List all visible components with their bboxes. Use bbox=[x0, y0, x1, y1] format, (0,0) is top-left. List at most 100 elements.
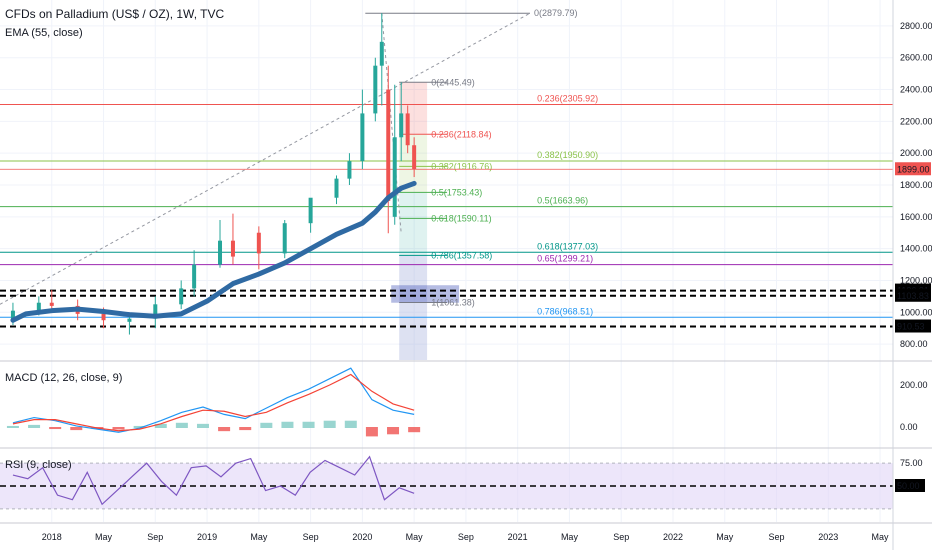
candle-body bbox=[36, 302, 41, 311]
x-tick-label: May bbox=[561, 532, 579, 542]
macd-histogram-bar bbox=[28, 424, 41, 428]
candle-body bbox=[179, 288, 184, 305]
x-tick-label: May bbox=[250, 532, 268, 542]
ema-line bbox=[10, 180, 417, 323]
y-tick-label: 2800.00 bbox=[900, 21, 932, 31]
candle-body bbox=[230, 240, 235, 257]
level-badge bbox=[895, 319, 931, 333]
macd-histogram-bar bbox=[302, 421, 315, 428]
macd-histogram-bar bbox=[70, 427, 83, 431]
retracement-zone bbox=[399, 192, 428, 256]
y-tick-label: 2600.00 bbox=[900, 53, 932, 63]
macd-histogram-bar bbox=[112, 427, 125, 430]
indicator-label: EMA (55, close) bbox=[5, 27, 83, 39]
x-tick-label: 2021 bbox=[508, 532, 528, 542]
macd-histogram-bar bbox=[387, 427, 400, 435]
x-tick-label: May bbox=[716, 532, 734, 542]
retracement-zone bbox=[399, 82, 428, 135]
y-tick-label: 2400.00 bbox=[900, 85, 932, 95]
retracement-zone bbox=[399, 255, 428, 360]
drawings: 0.236(2305.92) 0.382(1950.90) 0.5(1663.96)… bbox=[0, 8, 893, 360]
last-price-label: 1899.00 bbox=[897, 164, 930, 174]
x-tick-label: Sep bbox=[769, 532, 785, 542]
fib-label: 0.65(1299.21) bbox=[537, 254, 593, 264]
level-badge bbox=[895, 288, 931, 302]
rsi-mid-badge bbox=[895, 479, 925, 492]
last-price-badge bbox=[895, 162, 931, 176]
signal-line bbox=[12, 373, 415, 432]
candle-body bbox=[347, 161, 352, 179]
macd-histogram-bar bbox=[133, 425, 146, 428]
grid bbox=[0, 0, 893, 522]
candle-body bbox=[412, 145, 417, 170]
macd-histogram-bar bbox=[6, 425, 19, 428]
x-tick-label: 2022 bbox=[663, 532, 683, 542]
macd-histogram-bar bbox=[344, 420, 357, 428]
fib-label: 0.382(1950.90) bbox=[537, 150, 598, 160]
y-tick-label: 1800.00 bbox=[900, 180, 932, 190]
rsi-title: RSI (9, close) bbox=[5, 459, 72, 471]
fib-label: 0.786(968.51) bbox=[537, 306, 593, 316]
macd-tick: 0.00 bbox=[900, 422, 918, 432]
y-tick-label: 1400.00 bbox=[900, 244, 932, 254]
candle-body bbox=[386, 89, 391, 201]
candles bbox=[10, 13, 417, 335]
x-tick-label: May bbox=[95, 532, 113, 542]
macd-histogram-bar bbox=[239, 427, 252, 431]
candle-body bbox=[10, 310, 15, 321]
rsi-tick: 75.00 bbox=[900, 458, 923, 468]
rsi-pane bbox=[12, 455, 415, 506]
y-tick-label: 800.00 bbox=[900, 339, 928, 349]
y-tick-label: 2000.00 bbox=[900, 148, 932, 158]
macd-histogram-bar bbox=[154, 423, 167, 428]
candle-body bbox=[282, 223, 287, 254]
level-label: 1103.83 bbox=[897, 291, 929, 301]
candle-body bbox=[101, 313, 106, 321]
chart-title: CFDs on Palladium (US$ / OZ), 1W, TVC bbox=[5, 7, 224, 21]
x-tick-label: May bbox=[406, 532, 424, 542]
level-label: 910.53 bbox=[897, 322, 925, 332]
x-tick-label: Sep bbox=[147, 532, 163, 542]
fib-label: 0.236(2305.92) bbox=[537, 94, 598, 104]
rsi-line bbox=[12, 455, 415, 506]
retracement-label: 0.5(1753.43) bbox=[431, 187, 482, 197]
candle-body bbox=[308, 197, 313, 224]
macd-histogram-bar bbox=[218, 427, 231, 432]
macd-pane bbox=[6, 367, 421, 437]
candle-body bbox=[405, 113, 410, 146]
retracement-label: 0.786(1357.58) bbox=[431, 250, 492, 260]
candle-body bbox=[334, 178, 339, 198]
trend-line bbox=[0, 12, 531, 305]
x-tick-label: Sep bbox=[613, 532, 629, 542]
macd-histogram-bar bbox=[49, 427, 62, 430]
y-tick-label: 1000.00 bbox=[900, 307, 932, 317]
x-tick-label: Sep bbox=[303, 532, 319, 542]
retracement-label: 0.236(2118.84) bbox=[431, 129, 491, 139]
y-tick-label: 1200.00 bbox=[900, 275, 932, 285]
fib-label: 0.5(1663.96) bbox=[537, 196, 588, 206]
candle-body bbox=[218, 240, 223, 265]
retracement-label: 0(2445.49) bbox=[431, 77, 475, 87]
candle-body bbox=[399, 113, 404, 138]
candle-body bbox=[192, 264, 197, 289]
retracement-label: 1(1061.38) bbox=[431, 298, 475, 308]
fib-label: 0.618(1377.03) bbox=[537, 241, 598, 251]
macd-histogram-bar bbox=[408, 427, 421, 433]
rsi-mid-label: 50.00 bbox=[897, 481, 920, 491]
candle-body bbox=[392, 137, 397, 217]
x-tick-label: May bbox=[872, 532, 890, 542]
fib-top-label: 0(2879.79) bbox=[534, 8, 578, 18]
y-tick-label: 2200.00 bbox=[900, 116, 932, 126]
candle-body bbox=[153, 304, 158, 319]
macd-histogram-bar bbox=[365, 427, 378, 437]
x-tick-label: 2020 bbox=[352, 532, 372, 542]
macd-histogram-bar bbox=[196, 423, 209, 428]
retracement-label: 0.382(1916.76) bbox=[431, 161, 492, 171]
macd-histogram-bar bbox=[323, 420, 336, 428]
macd-title: MACD (12, 26, close, 9) bbox=[5, 372, 122, 384]
x-tick-label: Sep bbox=[458, 532, 474, 542]
candle-body bbox=[256, 232, 261, 254]
candle-body bbox=[127, 318, 132, 322]
retracement-label: 0.618(1590.11) bbox=[431, 213, 491, 223]
